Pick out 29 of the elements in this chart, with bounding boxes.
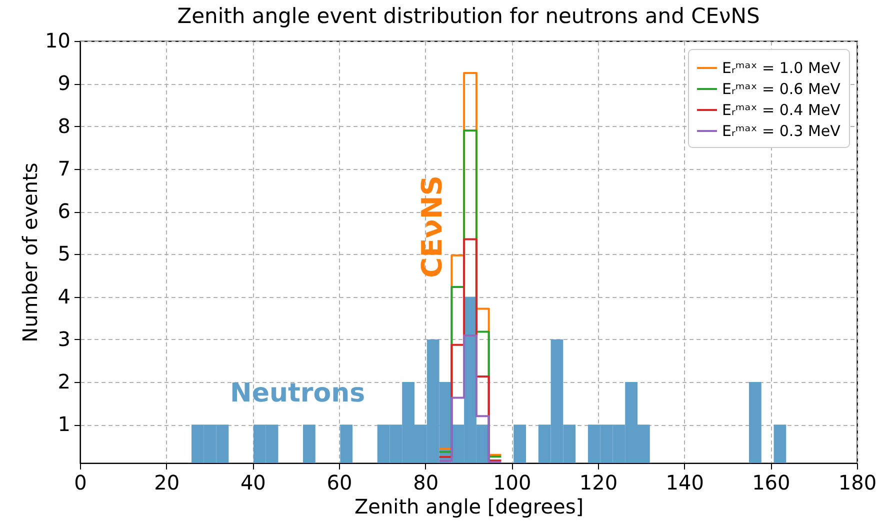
legend-label: Eᵣᵐᵃˣ = 0.3 MeV — [722, 122, 842, 140]
legend-label: Eᵣᵐᵃˣ = 1.0 MeV — [722, 59, 842, 77]
x-tick-label: 120 — [579, 470, 618, 494]
y-tick-label: 1 — [58, 412, 70, 436]
legend-label: Eᵣᵐᵃˣ = 0.4 MeV — [722, 101, 842, 119]
y-tick-label: 3 — [58, 326, 70, 351]
y-tick-label: 7 — [58, 156, 70, 180]
x-tick-label: 0 — [74, 470, 87, 494]
x-tick-label: 160 — [752, 470, 790, 494]
y-tick-label: 2 — [58, 370, 70, 394]
y-axis-title: Number of events — [18, 162, 42, 342]
x-tick-label: 80 — [413, 470, 439, 494]
annotation: Neutrons — [230, 378, 366, 408]
y-tick-label: 10 — [45, 28, 70, 52]
x-tick-label: 20 — [154, 470, 180, 494]
y-tick-label: 9 — [58, 71, 70, 96]
chart-title: Zenith angle event distribution for neutrons and CEνNS — [177, 4, 760, 28]
y-tick-label: 4 — [58, 284, 70, 308]
x-tick-label: 180 — [838, 470, 877, 494]
x-tick-label: 40 — [240, 470, 266, 494]
x-tick-label: 100 — [493, 470, 532, 494]
y-tick-label: 6 — [58, 199, 70, 224]
y-tick-label: 8 — [58, 114, 70, 138]
x-tick-label: 140 — [666, 470, 704, 494]
annotation: CEνNS — [416, 176, 449, 278]
x-axis-title: Zenith angle [degrees] — [354, 494, 584, 518]
y-tick-label: 5 — [58, 242, 70, 266]
x-tick-label: 60 — [326, 470, 352, 494]
legend-label: Eᵣᵐᵃˣ = 0.6 MeV — [722, 80, 842, 98]
